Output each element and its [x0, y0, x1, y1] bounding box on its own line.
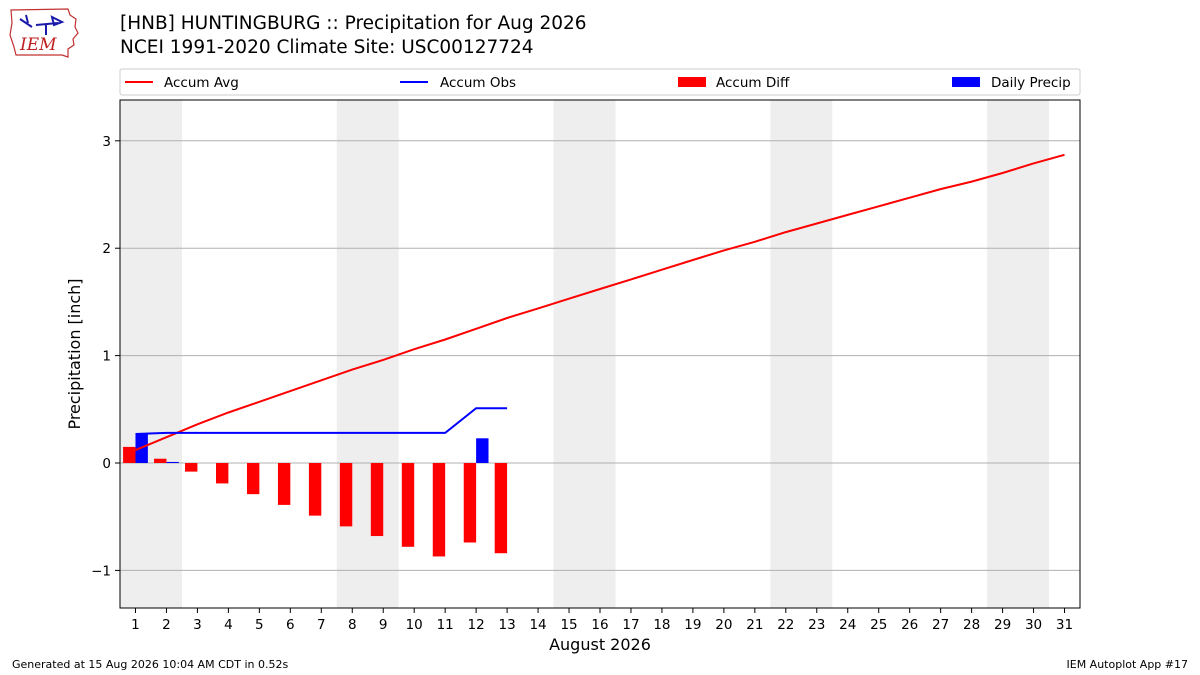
x-tick-label: 30 — [1025, 617, 1042, 633]
weekend-band-4 — [987, 100, 1050, 608]
accum-diff-bar — [246, 463, 260, 495]
y-axis-label: Precipitation [inch] — [65, 278, 84, 429]
x-tick-label: 19 — [684, 617, 701, 633]
accum-diff-bar — [216, 463, 229, 484]
accum-diff-bar — [185, 463, 198, 472]
accum-diff-bar — [463, 463, 477, 543]
x-tick-label: 22 — [777, 617, 794, 633]
weekend-band-2 — [553, 100, 616, 608]
x-axis-label: August 2026 — [549, 635, 651, 654]
generated-timestamp: Generated at 15 Aug 2026 10:04 AM CDT in… — [12, 658, 289, 671]
weekend-band-0 — [120, 100, 182, 608]
y-tick-label: 2 — [102, 241, 111, 257]
legend-accum-diff-label: Accum Diff — [716, 75, 790, 91]
legend-accum-obs-label: Accum Obs — [440, 75, 516, 91]
x-tick-label: 24 — [839, 617, 856, 633]
x-tick-label: 25 — [870, 617, 887, 633]
x-tick-label: 15 — [560, 617, 577, 633]
legend-daily-precip-swatch — [952, 77, 980, 87]
y-tick-label: 3 — [102, 134, 111, 150]
x-tick-label: 29 — [994, 617, 1011, 633]
x-tick-label: 8 — [348, 617, 357, 633]
daily-precip-bar — [476, 438, 489, 464]
chart-subtitle: NCEI 1991-2020 Climate Site: USC00127724 — [120, 37, 534, 58]
x-axis-ticks: 1 2 3 4 5 6 7 8 9 10 11 12 13 14 15 16 17 18 19 20 21 22 23 24 2… — [131, 608, 1073, 633]
legend-box — [119, 68, 1081, 96]
x-tick-label: 3 — [193, 617, 202, 633]
legend: Accum Avg Accum Obs Accum Diff Daily Pre… — [119, 68, 1081, 96]
x-tick-label: 27 — [932, 617, 949, 633]
y-tick-label: 1 — [102, 349, 111, 365]
x-tick-label: 1 — [131, 617, 140, 633]
x-tick-label: 13 — [499, 617, 516, 633]
x-tick-label: 4 — [224, 617, 233, 633]
chart-title: [HNB] HUNTINGBURG :: Precipitation for A… — [120, 13, 587, 34]
x-tick-label: 28 — [963, 617, 980, 633]
x-tick-label: 6 — [286, 617, 295, 633]
x-tick-label: 2 — [162, 617, 171, 633]
legend-daily-precip-label: Daily Precip — [991, 75, 1071, 91]
accum-diff-bar — [432, 463, 446, 557]
x-tick-label: 14 — [529, 617, 546, 633]
accum-diff-bar — [154, 458, 167, 464]
legend-accum-avg-label: Accum Avg — [164, 75, 239, 91]
accum-obs-line — [135, 407, 508, 435]
accum-avg-line — [135, 153, 1065, 452]
daily-precip-bar — [166, 461, 179, 464]
accum-diff-bar — [277, 463, 291, 505]
accum-diff-bar — [494, 463, 508, 554]
daily-precip-bars — [135, 434, 489, 464]
x-tick-label: 26 — [901, 617, 918, 633]
x-tick-label: 21 — [746, 617, 763, 633]
x-tick-label: 23 — [808, 617, 825, 633]
weekend-band-3 — [770, 100, 833, 608]
x-tick-label: 11 — [437, 617, 454, 633]
iem-logo-text: IEM — [19, 35, 57, 55]
x-tick-label: 10 — [406, 617, 423, 633]
x-tick-label: 5 — [255, 617, 264, 633]
weekend-shading — [120, 100, 1050, 608]
accum-diff-bar — [401, 463, 415, 547]
y-tick-label: 0 — [102, 456, 111, 472]
app-credit: IEM Autoplot App #17 — [1066, 658, 1189, 671]
y-tick-label: −1 — [91, 563, 111, 579]
accum-diff-bar — [123, 446, 136, 464]
legend-accum-diff-swatch — [678, 77, 706, 87]
accum-diff-bar — [308, 463, 322, 516]
weather-vane-icon — [19, 14, 65, 35]
x-tick-label: 17 — [622, 617, 639, 633]
x-tick-label: 12 — [468, 617, 485, 633]
x-tick-label: 7 — [317, 617, 326, 633]
x-tick-label: 20 — [715, 617, 732, 633]
accum-diff-bars — [123, 446, 508, 557]
x-tick-label: 31 — [1056, 617, 1073, 633]
x-tick-label: 18 — [653, 617, 670, 633]
x-tick-label: 9 — [379, 617, 388, 633]
accum-diff-bar — [339, 463, 353, 527]
accum-diff-bar — [370, 463, 384, 537]
weekend-band-1 — [336, 100, 399, 608]
x-tick-label: 16 — [591, 617, 608, 633]
y-axis-ticks: −1 0 1 2 3 — [91, 134, 120, 579]
iem-logo: IEM — [9, 8, 79, 58]
